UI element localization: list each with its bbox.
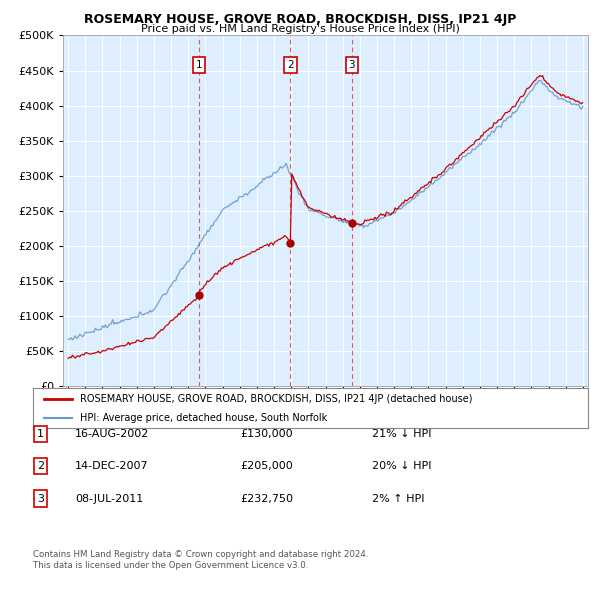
Text: 3: 3	[349, 60, 355, 70]
Text: HPI: Average price, detached house, South Norfolk: HPI: Average price, detached house, Sout…	[80, 413, 328, 422]
Text: 14-DEC-2007: 14-DEC-2007	[75, 461, 149, 471]
Text: ROSEMARY HOUSE, GROVE ROAD, BROCKDISH, DISS, IP21 4JP (detached house): ROSEMARY HOUSE, GROVE ROAD, BROCKDISH, D…	[80, 394, 473, 404]
Text: £130,000: £130,000	[240, 429, 293, 438]
Text: 21% ↓ HPI: 21% ↓ HPI	[372, 429, 431, 438]
Text: 16-AUG-2002: 16-AUG-2002	[75, 429, 149, 438]
Text: 1: 1	[37, 429, 44, 438]
Text: Contains HM Land Registry data © Crown copyright and database right 2024.: Contains HM Land Registry data © Crown c…	[33, 550, 368, 559]
Text: This data is licensed under the Open Government Licence v3.0.: This data is licensed under the Open Gov…	[33, 560, 308, 569]
Text: ROSEMARY HOUSE, GROVE ROAD, BROCKDISH, DISS, IP21 4JP: ROSEMARY HOUSE, GROVE ROAD, BROCKDISH, D…	[84, 13, 516, 26]
Text: 2% ↑ HPI: 2% ↑ HPI	[372, 494, 425, 503]
Text: 20% ↓ HPI: 20% ↓ HPI	[372, 461, 431, 471]
Text: 08-JUL-2011: 08-JUL-2011	[75, 494, 143, 503]
Text: 2: 2	[37, 461, 44, 471]
Text: £205,000: £205,000	[240, 461, 293, 471]
Text: 2: 2	[287, 60, 294, 70]
Text: Price paid vs. HM Land Registry's House Price Index (HPI): Price paid vs. HM Land Registry's House …	[140, 24, 460, 34]
Text: £232,750: £232,750	[240, 494, 293, 503]
Text: 3: 3	[37, 494, 44, 503]
Text: 1: 1	[196, 60, 202, 70]
